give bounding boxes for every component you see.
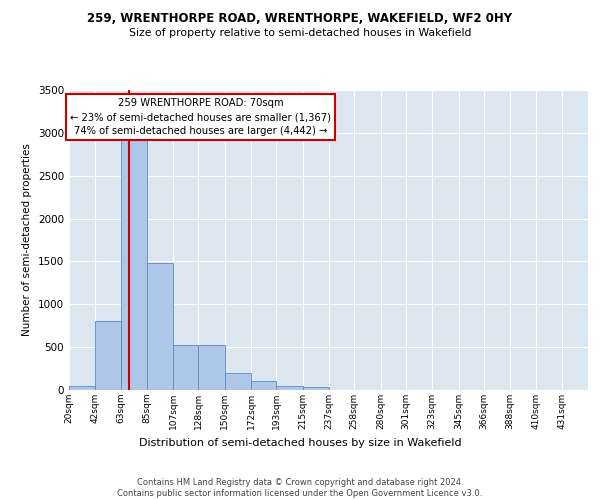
Bar <box>69 386 95 390</box>
Bar <box>147 263 173 390</box>
Bar <box>199 344 225 390</box>
Bar <box>121 107 147 390</box>
Bar <box>251 382 277 390</box>
Text: 259 WRENTHORPE ROAD: 70sqm
← 23% of semi-detached houses are smaller (1,367)
74%: 259 WRENTHORPE ROAD: 70sqm ← 23% of semi… <box>70 98 331 136</box>
Y-axis label: Number of semi-detached properties: Number of semi-detached properties <box>22 144 32 336</box>
Text: Contains HM Land Registry data © Crown copyright and database right 2024.
Contai: Contains HM Land Registry data © Crown c… <box>118 478 482 498</box>
Bar <box>173 344 199 390</box>
Bar <box>303 388 329 390</box>
Bar <box>95 322 121 390</box>
Text: Size of property relative to semi-detached houses in Wakefield: Size of property relative to semi-detach… <box>129 28 471 38</box>
Text: Distribution of semi-detached houses by size in Wakefield: Distribution of semi-detached houses by … <box>139 438 461 448</box>
Bar <box>225 373 251 390</box>
Bar <box>277 386 303 390</box>
Text: 259, WRENTHORPE ROAD, WRENTHORPE, WAKEFIELD, WF2 0HY: 259, WRENTHORPE ROAD, WRENTHORPE, WAKEFI… <box>88 12 512 26</box>
